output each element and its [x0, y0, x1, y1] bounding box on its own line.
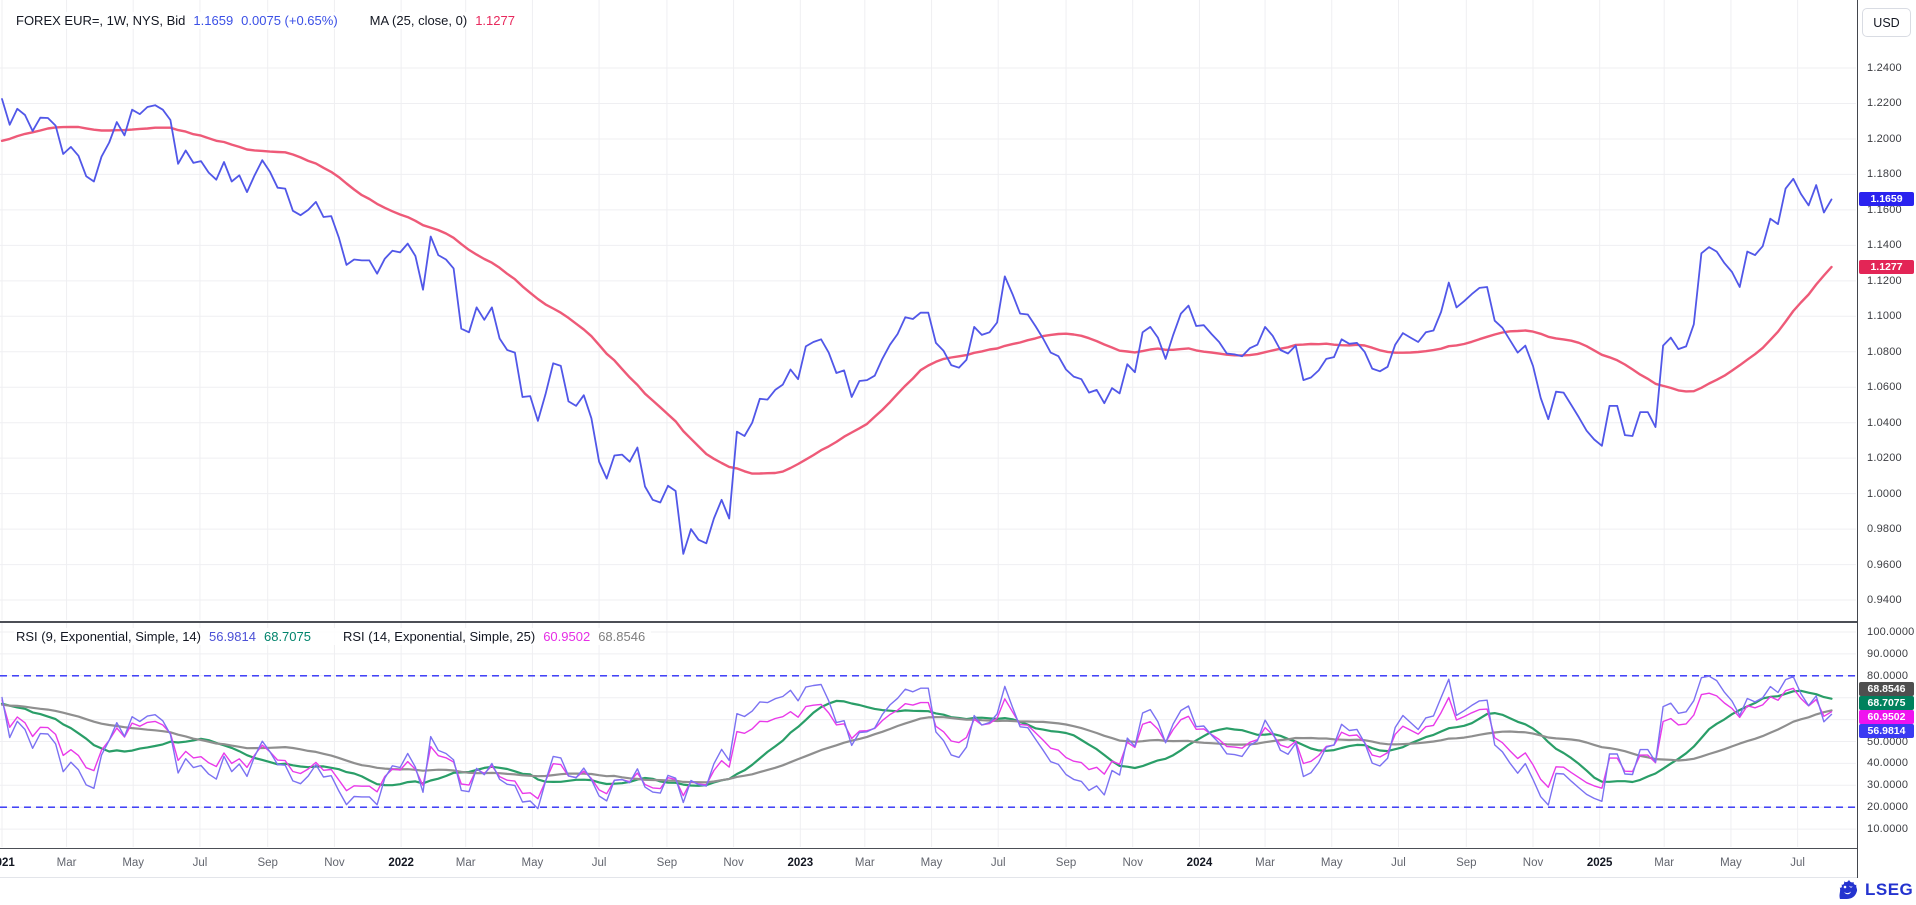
rsi9-ma-value: 68.7075: [263, 629, 311, 644]
price-line[interactable]: [1, 98, 1833, 555]
price-tick-label: 0.9600: [1867, 558, 1902, 571]
rsi-tick-label: 10.0000: [1867, 823, 1909, 836]
ma-legend-value: 1.1277: [475, 13, 515, 28]
pane-separator[interactable]: [0, 848, 1916, 849]
time-axis-month-label: Sep: [1055, 857, 1077, 869]
rsi14-smoothing-line[interactable]: [0, 703, 1833, 784]
rsi-value-badge: 56.9814: [1859, 724, 1914, 738]
price-tick-label: 1.0200: [1867, 452, 1902, 465]
rsi-tick-label: 40.0000: [1867, 757, 1909, 770]
axis-bottom-border: [0, 877, 1916, 878]
rsi9-label: RSI (9, Exponential, Simple, 14): [16, 629, 201, 644]
price-tick-label: 0.9400: [1867, 594, 1902, 607]
rsi9-value: 56.9814: [208, 629, 256, 644]
time-axis-month-label: Sep: [656, 857, 678, 869]
rsi-tick-label: 90.0000: [1867, 647, 1909, 660]
time-axis-month-label: Nov: [723, 857, 744, 869]
lseg-wordmark: LSEG: [1865, 880, 1914, 899]
time-axis-month-label: Jul: [591, 857, 607, 869]
price-tick-label: 1.1400: [1867, 239, 1902, 252]
rsi-value-badge: 68.8546: [1859, 682, 1914, 696]
time-axis-year-label: 2023: [787, 857, 814, 869]
price-tick-label: 1.1000: [1867, 310, 1902, 323]
time-axis-month-label: May: [122, 857, 145, 869]
time-axis-month-label: Nov: [1522, 857, 1544, 869]
lseg-lion-crest-icon: [1839, 879, 1858, 899]
time-axis-month-label: Nov: [324, 857, 345, 869]
price-change-value: 0.0075 (+0.65%): [241, 13, 338, 28]
last-price-badge: 1.1659: [1859, 192, 1914, 207]
time-axis-month-label: Mar: [854, 857, 875, 869]
rsi9-line[interactable]: [1, 675, 1833, 810]
rsi-value-badge: 68.7075: [1859, 696, 1914, 710]
time-axis-month-label: Jul: [192, 857, 208, 869]
price-tick-label: 1.2000: [1867, 132, 1902, 145]
symbol-title: FOREX EUR=, 1W, NYS, Bid: [16, 13, 186, 28]
time-axis-month-label: Jul: [1391, 857, 1406, 869]
time-axis-month-label: Jul: [990, 857, 1006, 869]
rsi14-value: 60.9502: [543, 629, 591, 644]
time-axis-month-label: May: [521, 857, 544, 869]
rsi-value-badge: 60.9502: [1859, 710, 1914, 724]
ma-legend-label: MA (25, close, 0): [369, 13, 468, 28]
time-axis-month-label: Jul: [1790, 857, 1805, 869]
price-tick-label: 1.1200: [1867, 274, 1902, 287]
price-tick-label: 0.9800: [1867, 523, 1902, 536]
time-axis-month-label: May: [1320, 857, 1343, 869]
price-tick-label: 1.2400: [1867, 62, 1902, 74]
rsi-tick-label: 80.0000: [1867, 669, 1909, 682]
price-tick-label: 1.2200: [1867, 97, 1902, 110]
price-tick-label: 1.0600: [1867, 381, 1902, 394]
currency-toggle-button[interactable]: USD: [1862, 8, 1911, 37]
rsi-tick-label: 20.0000: [1867, 801, 1909, 814]
rsi-tick-label: 30.0000: [1867, 779, 1909, 792]
price-tick-label: 1.0000: [1867, 487, 1902, 500]
time-axis-month-label: Mar: [1654, 857, 1675, 869]
time-axis-year-label: 2025: [1586, 857, 1613, 869]
time-axis-month-label: May: [1720, 857, 1742, 869]
time-axis-month-label: Mar: [1255, 857, 1275, 869]
lseg-logo: LSEG: [1836, 878, 1913, 902]
time-axis-year-label: 2021: [0, 857, 15, 869]
time-axis-month-label: Sep: [257, 857, 278, 869]
rsi9-smoothing-line[interactable]: [0, 689, 1833, 787]
price-tick-label: 1.0400: [1867, 416, 1902, 429]
time-axis-month-label: May: [920, 857, 943, 869]
price-tick-label: 1.0800: [1867, 345, 1902, 358]
time-axis-year-label: 2024: [1186, 857, 1213, 869]
rsi-band-lines: [0, 675, 1856, 808]
time-axis-month-label: Mar: [56, 857, 77, 869]
rsi-tick-label: 100.0000: [1867, 626, 1915, 638]
pane-separator[interactable]: [0, 621, 1916, 623]
rsi14-label: RSI (14, Exponential, Simple, 25): [342, 629, 536, 644]
symbol-legend[interactable]: FOREX EUR=, 1W, NYS, Bid 1.1659 0.0075 (…: [14, 12, 521, 29]
gridlines: [0, 0, 1856, 847]
price-tick-label: 1.1600: [1867, 203, 1902, 216]
time-axis[interactable]: 2021 Mar May Jul Sep Nov 2022 Mar May Jul Sep Nov 20…: [0, 849, 1857, 877]
last-price-value: 1.1659: [193, 13, 234, 28]
rsi14-ma-value: 68.8546: [598, 629, 646, 644]
time-axis-month-label: Mar: [455, 857, 476, 869]
rsi-legend[interactable]: RSI (9, Exponential, Simple, 14) 56.9814…: [14, 628, 652, 645]
rsi-tick-label: 50.0000: [1867, 735, 1909, 748]
time-axis-year-label: 2022: [388, 857, 414, 869]
price-axis[interactable]: 1.2400 1.2200 1.2000 1.1800 1.1600 1.1400 1.12…: [1857, 0, 1916, 878]
time-axis-month-label: Sep: [1456, 857, 1477, 869]
time-axis-month-label: Nov: [1122, 857, 1143, 869]
ma-value-badge: 1.1277: [1859, 260, 1914, 275]
rsi14-line[interactable]: [1, 687, 1833, 800]
price-tick-label: 1.1800: [1867, 168, 1902, 181]
ma25-line[interactable]: [0, 125, 1833, 475]
